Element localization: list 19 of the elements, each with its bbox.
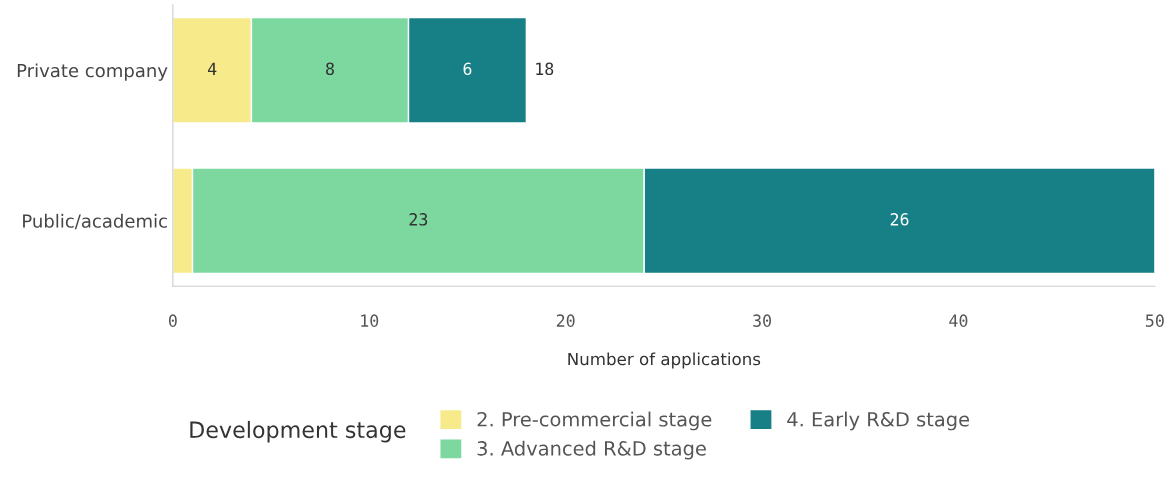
total-label: 18 [536, 62, 554, 76]
legend-label: 4. Early R&D stage [787, 411, 970, 431]
data-label: 8 [326, 62, 334, 76]
data-label: 6 [463, 62, 472, 76]
x-tick-label: 0 [168, 314, 177, 327]
x-tick-label: 20 [556, 314, 575, 327]
x-tick-label: 40 [949, 314, 968, 327]
data-label: 23 [409, 213, 428, 226]
x-axis-title: Number of applications [568, 352, 761, 369]
x-tick-label: 10 [361, 314, 379, 327]
legend-title: Development stage [190, 420, 406, 443]
y-tick-label: Public/academic [23, 213, 167, 230]
data-label: 4 [207, 62, 217, 75]
legend-label: 2. Pre-commercial stage [477, 411, 712, 431]
y-tick-label: Private company [17, 63, 168, 81]
x-tick-label: 30 [753, 314, 771, 327]
legend-label: 3. Advanced R&D stage [477, 440, 706, 460]
data-label: 26 [890, 213, 909, 226]
x-tick-label: 50 [1145, 314, 1164, 327]
